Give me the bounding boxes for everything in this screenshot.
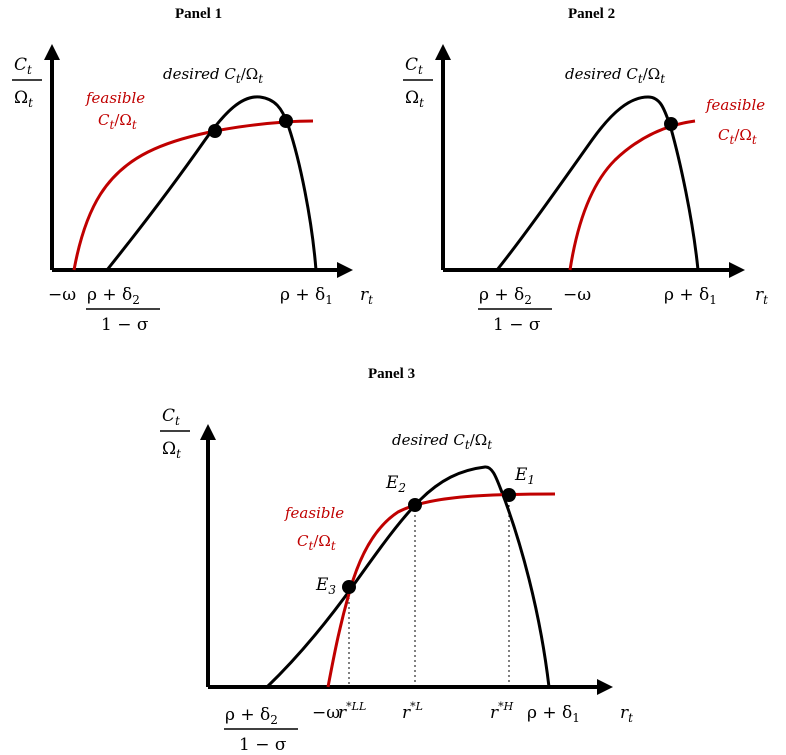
panel-3-label-e2: E2 — [385, 473, 406, 495]
y-den: Ω — [14, 88, 28, 108]
panel-2-x-axis-label: rt — [755, 285, 768, 307]
svg-text:1 − σ: 1 − σ — [101, 315, 149, 335]
panel-3-title: Panel 3 — [368, 366, 415, 382]
panel-1-intersection-left — [208, 124, 222, 138]
panel-3-feasible-curve — [326, 492, 556, 688]
svg-text:feasible: feasible — [705, 96, 765, 114]
svg-text:feasible: feasible — [85, 89, 145, 107]
panel-1-tick-rho-delta1: ρ + δ1 — [280, 285, 333, 307]
panel-3-tick-r-ll: r*LL — [338, 700, 366, 723]
panel-3-label-e3: E3 — [315, 575, 336, 597]
svg-text:Ωt: Ωt — [14, 88, 33, 110]
panel-3-tick-r-h: r*H — [490, 700, 514, 723]
panel-2-desired-curve — [495, 95, 700, 271]
panel-2-intersection — [664, 117, 678, 131]
y-num: C — [14, 55, 27, 75]
svg-text:Ct/Ωt: Ct/Ωt — [98, 111, 137, 132]
panel-1-title: Panel 1 — [175, 6, 222, 22]
svg-text:Ct: Ct — [162, 406, 180, 428]
svg-text:Ωt: Ωt — [162, 439, 181, 461]
panel-1-tick-frac: ρ + δ2 1 − σ — [86, 285, 160, 335]
panel-1-desired-curve — [105, 95, 318, 271]
y-num-sub: t — [27, 63, 32, 77]
panel-3-desired-label: desired Ct/Ωt — [392, 431, 492, 452]
panel-2-tick-frac: ρ + δ2 1 − σ — [478, 285, 552, 335]
panel-2-y-axis-label: Ct Ωt — [403, 55, 433, 110]
panel-2-tick-rho-delta1: ρ + δ1 — [664, 285, 717, 307]
panel-1-desired-label: desired Ct/Ωt — [163, 65, 263, 86]
svg-text:Ct/Ωt: Ct/Ωt — [718, 126, 757, 147]
panel-2-desired-label: desired Ct/Ωt — [565, 65, 665, 86]
svg-text:Ct/Ωt: Ct/Ωt — [297, 532, 336, 553]
svg-text:1 − σ: 1 − σ — [239, 735, 287, 755]
panel-3-tick-frac: ρ + δ2 1 − σ — [224, 705, 298, 755]
panel-3-tick-minus-omega: −ω — [312, 703, 340, 723]
panel-3-point-e3 — [342, 580, 356, 594]
svg-text:ρ + δ2: ρ + δ2 — [479, 285, 532, 307]
panel-3-x-axis-label: rt — [620, 703, 633, 725]
panel-1-intersection-right — [279, 114, 293, 128]
panel-3-tick-r-l: r*L — [402, 700, 423, 723]
panel-2: Panel 2 Ct Ωt desired Ct/Ωt feasible Ct/… — [403, 6, 768, 335]
svg-text:1 − σ: 1 − σ — [493, 315, 541, 335]
svg-text:ρ + δ2: ρ + δ2 — [225, 705, 278, 727]
svg-text:Ωt: Ωt — [405, 88, 424, 110]
panel-1: Panel 1 Ct Ωt desired Ct/Ωt feasible Ct/… — [12, 6, 373, 335]
panel-1-feasible-curve — [72, 119, 314, 271]
panel-3: Panel 3 Ct Ωt E1 E2 E3 desired Ct/Ωt fea… — [160, 366, 633, 755]
svg-text:Ct: Ct — [405, 55, 423, 77]
panel-1-tick-minus-omega: −ω — [48, 285, 76, 305]
svg-text:ρ + δ2: ρ + δ2 — [87, 285, 140, 307]
panel-1-x-axis-label: rt — [360, 285, 373, 307]
y-den-sub: t — [28, 96, 33, 110]
panel-1-y-axis-label: Ct Ωt — [12, 55, 42, 110]
panel-2-tick-minus-omega: −ω — [563, 285, 591, 305]
panel-2-title: Panel 2 — [568, 6, 615, 22]
panel-3-tick-rho-delta1: ρ + δ1 — [527, 703, 580, 725]
panel-3-point-e2 — [408, 498, 422, 512]
panel-3-point-e1 — [502, 488, 516, 502]
panel-2-feasible-label: feasible Ct/Ωt — [705, 96, 765, 147]
panel-1-feasible-label: feasible Ct/Ωt — [85, 89, 145, 132]
svg-text:feasible: feasible — [284, 504, 344, 522]
panel-3-feasible-label: feasible Ct/Ωt — [284, 504, 344, 553]
svg-text:Ct: Ct — [14, 55, 32, 77]
panel-3-label-e1: E1 — [514, 465, 535, 487]
panel-3-y-axis-label: Ct Ωt — [160, 406, 190, 461]
panel-3-desired-curve — [265, 465, 551, 689]
